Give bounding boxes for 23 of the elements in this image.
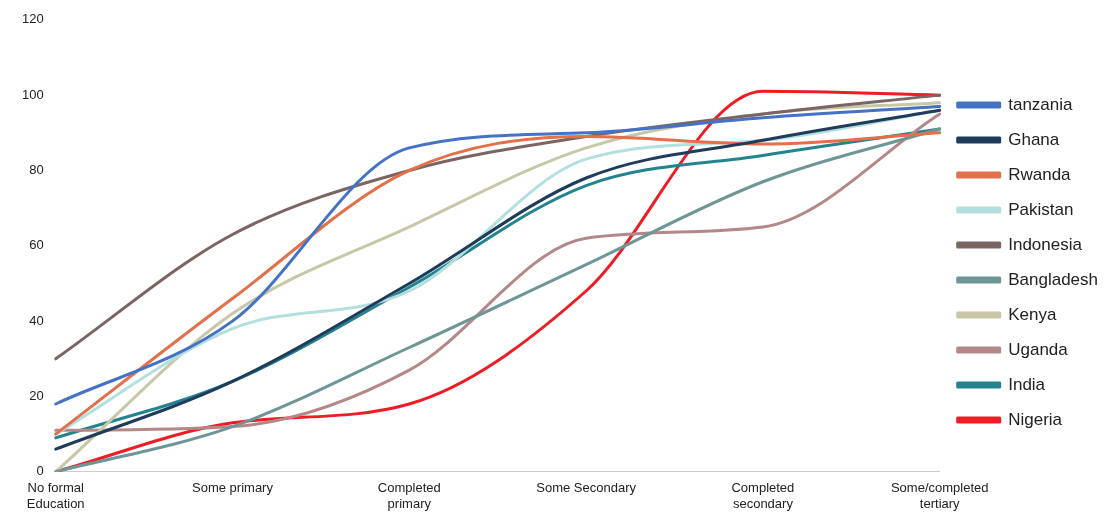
x-tick-label: Some/completed tertiary <box>890 480 989 511</box>
legend-label: Kenya <box>1008 304 1057 324</box>
x-tick-label: Some primary <box>192 480 274 496</box>
legend-label: India <box>1008 374 1046 394</box>
legend-label: Nigeria <box>1008 409 1063 429</box>
legend-label: Rwanda <box>1008 164 1072 184</box>
legend-label: Ghana <box>1008 129 1060 149</box>
legend-label: Bangladesh <box>1008 269 1099 289</box>
y-tick-label: 20 <box>29 388 44 404</box>
y-tick-label: 120 <box>21 11 44 27</box>
y-tick-label: 80 <box>29 162 44 178</box>
legend-label: Pakistan <box>1008 199 1074 219</box>
x-tick-label: Completed primary <box>377 480 441 511</box>
x-tick-label: Some Secondary <box>536 480 637 496</box>
legend-label: tanzania <box>1008 94 1074 114</box>
y-tick-label: 0 <box>36 463 44 479</box>
x-tick-label: No formal Education <box>26 480 85 511</box>
y-tick-label: 40 <box>29 312 44 328</box>
y-tick-label: 60 <box>29 237 44 253</box>
x-tick-label: Completed secondary <box>731 480 795 511</box>
y-tick-label: 100 <box>21 86 44 102</box>
legend-label: Uganda <box>1008 339 1069 359</box>
legend-label: Indonesia <box>1008 234 1083 254</box>
